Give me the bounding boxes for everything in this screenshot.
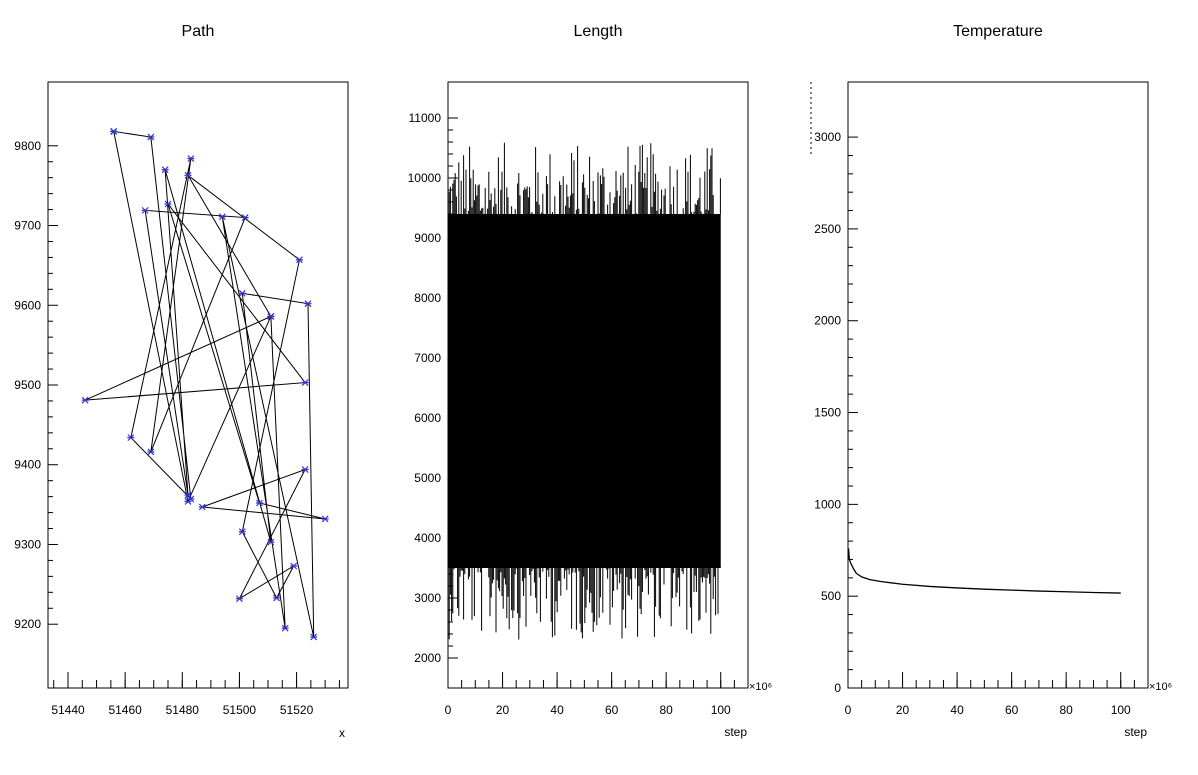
path-xtick-label: 51480	[166, 703, 200, 717]
temperature-line	[847, 548, 1121, 594]
path-point-marker	[281, 624, 289, 632]
path-point-marker	[273, 594, 281, 602]
length-ytick-label: 8000	[414, 291, 441, 305]
path-xtick-label: 51500	[223, 703, 257, 717]
length-x-exponent: ×10⁶	[749, 681, 772, 693]
path-point-marker	[267, 313, 275, 320]
length-ytick-label: 7000	[414, 351, 441, 365]
length-title: Length	[574, 23, 623, 40]
path-point-marker	[290, 562, 298, 570]
path-point-marker	[184, 491, 192, 499]
path-point-marker	[184, 171, 192, 179]
path-ytick-label: 9600	[14, 298, 41, 312]
length-ytick-label: 2000	[414, 651, 441, 665]
path-point-marker	[198, 503, 206, 511]
length-ytick-label: 6000	[414, 411, 441, 425]
path-series: 9200 9300 9400 9500 9600 9700 9800 51440 51460 51…	[14, 128, 340, 717]
length-ytick-label: 4000	[414, 531, 441, 545]
path-xtick-label: 51460	[108, 703, 142, 717]
path-point-marker	[164, 200, 172, 208]
length-xlabel: step	[724, 725, 747, 739]
path-point-marker	[110, 128, 118, 135]
path-point-marker	[301, 466, 309, 473]
path-point-marker	[187, 155, 195, 162]
temperature-ytick-label: 3000	[814, 130, 841, 144]
path-point-marker	[161, 166, 169, 174]
length-xtick-label: 0	[445, 703, 452, 717]
length-ytick-label: 5000	[414, 471, 441, 485]
temperature-xtick-label: 40	[950, 703, 964, 717]
path-ytick-label: 9200	[14, 617, 41, 631]
path-point-marker	[238, 528, 246, 536]
temperature-xtick-label: 20	[896, 703, 910, 717]
path-point-marker	[295, 256, 303, 264]
path-point-marker	[127, 434, 135, 442]
length-panel: Length 2000 3000 4000 5000 6000 7000 8000 9000 1…	[408, 23, 773, 739]
path-xtick-label: 51440	[51, 703, 85, 717]
path-ytick-label: 9700	[14, 219, 41, 233]
length-series: 2000 3000 4000 5000 6000 7000 8000 9000 10000 110…	[408, 111, 749, 717]
temperature-ytick-label: 2500	[814, 222, 841, 236]
path-point-marker	[241, 214, 249, 221]
path-title: Path	[182, 23, 215, 40]
path-ytick-label: 9300	[14, 537, 41, 551]
path-xtick-label: 51520	[280, 703, 314, 717]
length-xtick-label: 60	[605, 703, 619, 717]
temperature-xtick-label: 100	[1111, 703, 1131, 717]
length-upper-envelope	[447, 142, 721, 220]
path-point-marker	[304, 300, 312, 308]
length-ytick-label: 10000	[408, 171, 442, 185]
path-point-marker	[238, 289, 246, 297]
path-ytick-label: 9800	[14, 139, 41, 153]
path-ytick-label: 9400	[14, 458, 41, 472]
temperature-x-exponent: ×10⁶	[1149, 681, 1172, 693]
path-point-marker	[321, 515, 329, 523]
temperature-xtick-label: 80	[1060, 703, 1074, 717]
path-point-marker	[147, 448, 155, 456]
temperature-ytick-label: 1000	[814, 497, 841, 511]
temperature-ytick-label: 2000	[814, 314, 841, 328]
length-band	[448, 214, 721, 568]
path-point-marker	[147, 133, 155, 141]
path-route-line	[84, 130, 326, 638]
path-point-marker	[267, 538, 275, 546]
length-lower-envelope	[447, 562, 721, 640]
length-xtick-label: 40	[550, 703, 564, 717]
length-ytick-label: 11000	[409, 111, 442, 125]
path-point-marker	[141, 206, 149, 214]
path-point-marker	[301, 379, 309, 387]
temperature-ytick-label: 1500	[814, 406, 841, 420]
temperature-ytick-label: 500	[821, 589, 841, 603]
path-point-marker	[235, 595, 243, 603]
path-ytick-label: 9500	[14, 378, 41, 392]
length-ytick-label: 3000	[414, 591, 441, 605]
path-xlabel: x	[339, 726, 345, 740]
length-ytick-label: 9000	[414, 231, 441, 245]
path-point-marker	[310, 633, 318, 641]
path-point-marker	[184, 497, 192, 505]
temperature-ytick-label: 0	[834, 681, 841, 695]
temperature-title: Temperature	[953, 23, 1043, 40]
path-point-marker	[218, 213, 226, 221]
path-point-marker	[81, 396, 89, 404]
length-xtick-label: 80	[660, 703, 674, 717]
temperature-series: 0 500 1000 1500 2000 2500 3000 0 20 40 60 80 100	[810, 82, 1149, 717]
temperature-xlabel: step	[1124, 725, 1147, 739]
temperature-xtick-label: 0	[845, 703, 852, 717]
temperature-frame	[847, 81, 1149, 689]
temperature-panel: Temperature 0 500 1000 1500 2000 2500 3000 0 20 4…	[810, 23, 1172, 739]
path-point-marker	[255, 499, 263, 507]
length-xtick-label: 20	[496, 703, 510, 717]
temperature-xtick-label: 60	[1005, 703, 1019, 717]
length-xtick-label: 100	[711, 703, 731, 717]
path-panel: Path 9200 9300 9400 9500 9600 9700 9800 51440 51…	[14, 23, 349, 740]
